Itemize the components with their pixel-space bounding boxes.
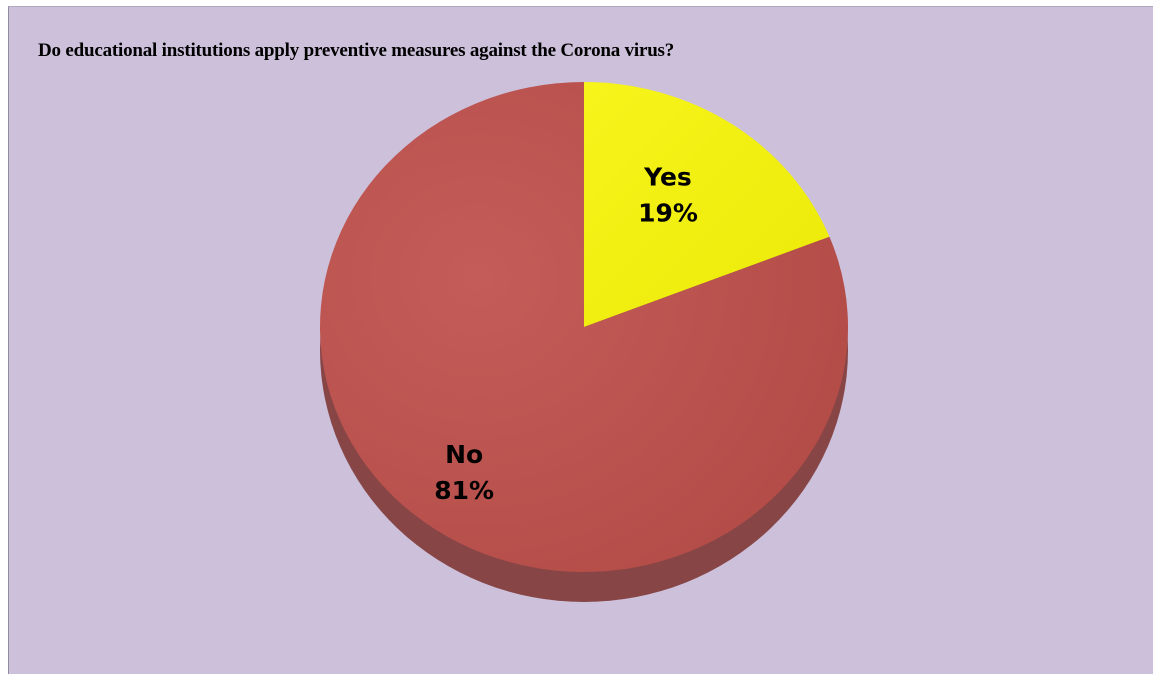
chart-title: Do educational institutions apply preven… bbox=[38, 40, 675, 61]
slice-value-yes: 19% bbox=[638, 198, 698, 227]
slice-value-no: 81% bbox=[434, 476, 494, 505]
pie-slice-yes bbox=[584, 82, 830, 327]
pie-slice-no bbox=[320, 82, 849, 572]
slice-label-yes: Yes bbox=[643, 162, 692, 191]
slice-label-no: No bbox=[445, 440, 483, 469]
